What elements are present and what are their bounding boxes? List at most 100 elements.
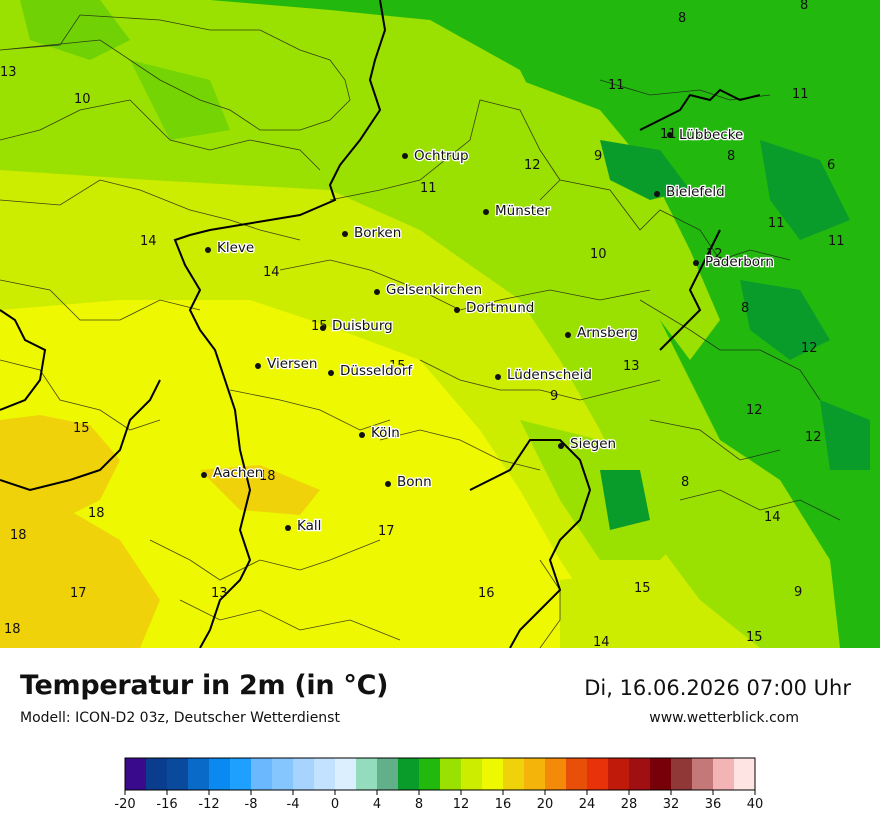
city-label: Münster — [495, 203, 550, 219]
value-label: 10 — [590, 247, 607, 262]
legend-tick-label: 16 — [495, 797, 512, 812]
legend-ticks: -20 -16 -12 -8 -4 0 4 8 12 16 20 24 28 32 36 40 — [114, 790, 763, 812]
legend-tick-label: 40 — [747, 797, 764, 812]
legend-swatches — [124, 757, 756, 791]
city-arnsberg: Arnsberg — [565, 324, 639, 342]
value-label: 11 — [828, 234, 845, 249]
value-label: 8 — [678, 11, 686, 26]
legend-tick-label: 4 — [373, 797, 381, 812]
legend-swatch — [587, 758, 609, 790]
city-label: Kall — [297, 518, 321, 534]
city-aachen: Aachen — [201, 464, 265, 482]
legend-tick-label: -8 — [245, 797, 258, 812]
legend-swatch — [188, 758, 210, 790]
value-label: 12 — [706, 247, 723, 262]
city-gelsenkirchen: Gelsenkirchen — [374, 281, 483, 299]
legend-swatch — [566, 758, 588, 790]
value-label: 14 — [593, 635, 610, 648]
legend-swatch — [230, 758, 252, 790]
city-ochtrup: Ochtrup — [402, 147, 470, 165]
value-label: 15 — [634, 581, 651, 596]
legend-swatch — [293, 758, 315, 790]
city-label: Bonn — [397, 474, 432, 490]
value-label: 8 — [681, 475, 689, 490]
legend-swatch — [272, 758, 294, 790]
value-label: 18 — [10, 528, 27, 543]
legend-swatch — [440, 758, 462, 790]
value-label: 15 — [73, 421, 90, 436]
color-legend: -20 -16 -12 -8 -4 0 4 8 12 16 20 24 28 32 36 40 — [114, 757, 763, 812]
city-markers: Ochtrup Lübbecke Bielefeld Münster Kleve… — [201, 126, 775, 535]
legend-swatch — [482, 758, 504, 790]
value-label: 10 — [74, 92, 91, 107]
legend-swatch — [461, 758, 483, 790]
legend-swatch — [209, 758, 231, 790]
legend-swatch — [251, 758, 273, 790]
value-label: 11 — [792, 87, 809, 102]
legend-tick-label: -12 — [198, 797, 219, 812]
website-link[interactable]: www.wetterblick.com — [649, 710, 799, 726]
value-label: 18 — [259, 469, 276, 484]
legend-swatch — [734, 758, 756, 790]
legend-swatch — [545, 758, 567, 790]
value-label: 13 — [623, 359, 640, 374]
city-label: Siegen — [570, 436, 616, 452]
city-label: Arnsberg — [577, 325, 638, 341]
legend-swatch — [524, 758, 546, 790]
legend-tick-label: 32 — [663, 797, 680, 812]
city-label: Dortmund — [466, 300, 534, 316]
city-bonn: Bonn — [385, 473, 433, 491]
legend-swatch — [146, 758, 168, 790]
legend-swatch — [419, 758, 441, 790]
legend-tick-label: -4 — [287, 797, 300, 812]
city-label: Düsseldorf — [340, 363, 413, 379]
legend-tick-label: -16 — [156, 797, 177, 812]
city-luedenscheid: Lüdenscheid — [495, 366, 593, 384]
value-label: 9 — [794, 585, 802, 600]
city-label: Köln — [371, 425, 400, 441]
city-duisburg: Duisburg — [320, 317, 394, 335]
city-koeln: Köln — [359, 424, 401, 442]
city-luebbecke: Lübbecke — [667, 126, 745, 144]
legend-swatch — [608, 758, 630, 790]
city-borken: Borken — [342, 224, 403, 242]
city-kleve: Kleve — [205, 239, 255, 257]
value-label: 12 — [801, 341, 818, 356]
value-label: 18 — [4, 622, 21, 637]
city-siegen: Siegen — [558, 435, 617, 453]
borders — [0, 0, 841, 648]
temperature-map: 8 8 13 10 11 11 11 12 9 8 6 11 14 11 11 … — [0, 0, 880, 648]
city-label: Gelsenkirchen — [386, 282, 482, 298]
value-label: 13 — [211, 586, 228, 601]
legend-tick-label: 20 — [537, 797, 554, 812]
forecast-datetime: Di, 16.06.2026 07:00 Uhr — [584, 676, 851, 700]
legend-swatch — [167, 758, 189, 790]
legend-swatch — [713, 758, 735, 790]
legend-swatch — [692, 758, 714, 790]
legend-frame — [124, 757, 756, 791]
city-label: Aachen — [213, 465, 263, 481]
legend-swatch — [671, 758, 693, 790]
value-label: 11 — [768, 216, 785, 231]
value-label: 12 — [805, 430, 822, 445]
legend-swatch — [398, 758, 420, 790]
value-label: 12 — [524, 158, 541, 173]
value-label: 9 — [594, 149, 602, 164]
value-label: 14 — [263, 265, 280, 280]
legend-swatch — [377, 758, 399, 790]
temperature-field — [0, 0, 880, 648]
legend-swatch — [125, 758, 147, 790]
legend-tick-label: 28 — [621, 797, 638, 812]
city-label: Viersen — [267, 356, 317, 372]
value-label: 12 — [746, 403, 763, 418]
legend-tick-label: 8 — [415, 797, 423, 812]
value-label: 15 — [389, 359, 406, 374]
value-label: 18 — [88, 506, 105, 521]
city-kall: Kall — [285, 517, 323, 535]
city-paderborn: Paderborn — [693, 253, 775, 271]
legend-tick-label: 24 — [579, 797, 596, 812]
city-label: Bielefeld — [666, 184, 725, 200]
legend-swatch — [335, 758, 357, 790]
legend-swatch — [503, 758, 525, 790]
city-duesseldorf: Düsseldorf — [328, 362, 415, 380]
